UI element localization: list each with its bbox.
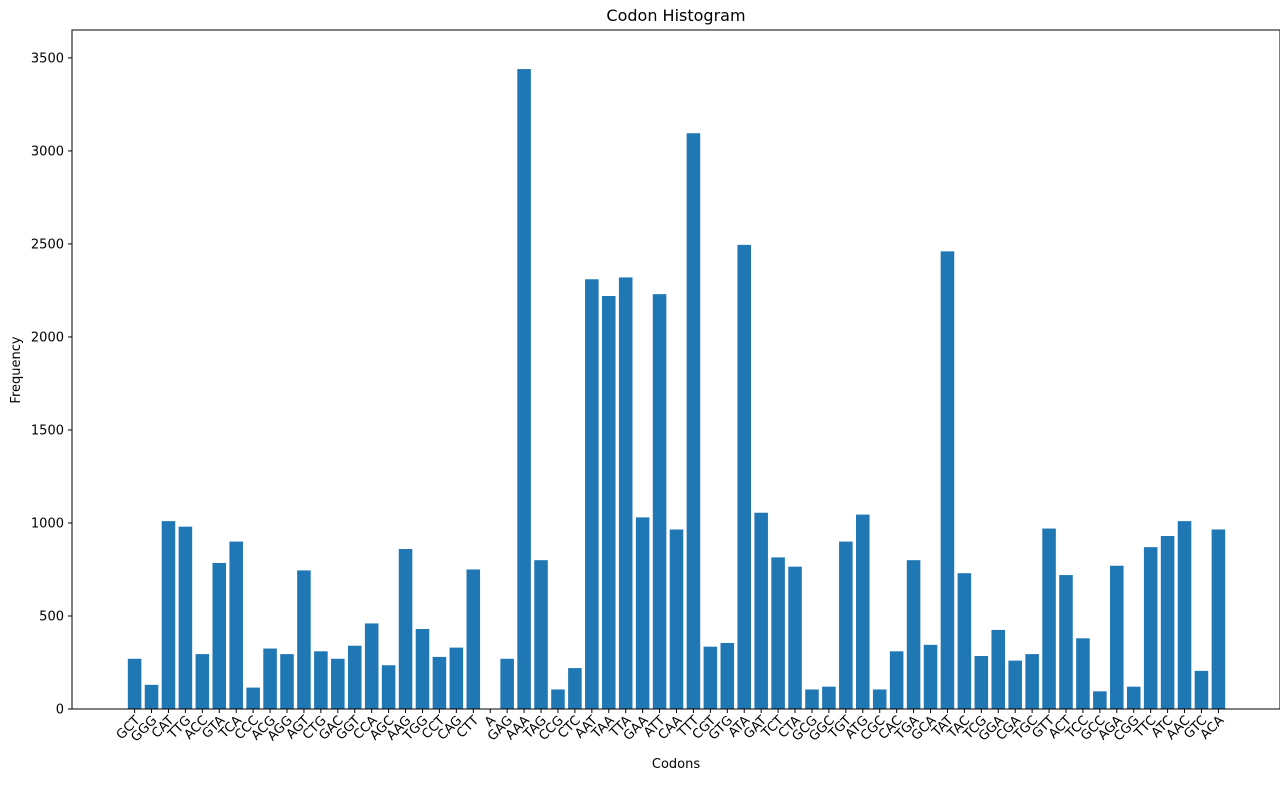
bar-gca xyxy=(924,645,938,709)
bar-gta xyxy=(212,563,226,709)
y-tick-label: 2500 xyxy=(31,237,64,252)
bar-cat xyxy=(162,521,176,709)
bar-atg xyxy=(856,515,870,709)
bar-ttc xyxy=(1144,547,1158,709)
bar-gac xyxy=(331,659,345,709)
bar-att xyxy=(653,294,667,709)
bar-act xyxy=(1059,575,1073,709)
bar-ggc xyxy=(822,687,836,709)
bar-ggg xyxy=(145,685,159,709)
y-tick-label: 1000 xyxy=(31,516,64,531)
bar-cac xyxy=(890,651,904,709)
bar-tgg xyxy=(416,629,430,709)
bar-tcg xyxy=(975,656,989,709)
x-axis-label: Codons xyxy=(652,757,700,772)
bar-gcc xyxy=(1093,691,1107,709)
bar-agt xyxy=(297,570,311,709)
y-tick-label: 2000 xyxy=(31,330,64,345)
bar-gcg xyxy=(805,689,819,709)
bar-ttt xyxy=(687,133,701,709)
bar-ccc xyxy=(246,688,260,709)
bar-aca xyxy=(1212,529,1226,709)
chart-title: Codon Histogram xyxy=(606,6,745,25)
bar-gtg xyxy=(721,643,735,709)
bar-ctg xyxy=(314,651,328,709)
bar-acc xyxy=(196,654,210,709)
x-axis-ticks: GCTGGGCATTTGACCGTATCACCCACGAGGAGTCTGGACG… xyxy=(114,709,1228,745)
bar-tta xyxy=(619,277,633,709)
bar-tac xyxy=(958,573,972,709)
bars-group xyxy=(128,69,1225,709)
bar-aat xyxy=(585,279,599,709)
bar-gtt xyxy=(1042,529,1056,709)
bar-tgt xyxy=(839,542,853,709)
bar-acg xyxy=(263,649,277,709)
y-tick-label: 0 xyxy=(56,703,64,718)
bar-tag xyxy=(534,560,548,709)
bar-ata xyxy=(737,245,751,709)
bar-gtc xyxy=(1195,671,1209,709)
bar-gaa xyxy=(636,517,650,709)
bar-cgc xyxy=(873,689,887,709)
bar-aga xyxy=(1110,566,1124,709)
bar-aac xyxy=(1178,521,1192,709)
bar-ttg xyxy=(179,527,193,709)
bar-caa xyxy=(670,529,684,709)
bar-cgt xyxy=(704,647,718,709)
bar-tat xyxy=(941,251,955,709)
bar-ccg xyxy=(551,689,565,709)
y-axis-label: Frequency xyxy=(9,336,24,403)
bar-cga xyxy=(1008,661,1022,709)
bar-ctt xyxy=(467,569,481,709)
bar-aag xyxy=(399,549,413,709)
bar-tct xyxy=(771,557,785,709)
y-axis-ticks: 0 500 1000 1500 2000 2500 3000 3500 xyxy=(31,51,72,717)
bar-tca xyxy=(229,542,243,709)
bar-gat xyxy=(754,513,768,709)
y-tick-label: 500 xyxy=(39,609,64,624)
bar-tgc xyxy=(1025,654,1039,709)
bar-gag xyxy=(500,659,514,709)
bar-ctc xyxy=(568,668,582,709)
bar-tga xyxy=(907,560,921,709)
bar-cct xyxy=(433,657,447,709)
bar-agg xyxy=(280,654,294,709)
bar-cag xyxy=(450,648,464,709)
y-tick-label: 1500 xyxy=(31,423,64,438)
bar-tcc xyxy=(1076,638,1090,709)
bar-cta xyxy=(788,567,802,709)
y-tick-label: 3500 xyxy=(31,51,64,66)
bar-taa xyxy=(602,296,616,709)
bar-cgg xyxy=(1127,687,1141,709)
bar-gct xyxy=(128,659,142,709)
bar-gga xyxy=(991,630,1005,709)
bar-agc xyxy=(382,665,396,709)
bar-ggt xyxy=(348,646,362,709)
bar-aaa xyxy=(517,69,531,709)
bar-atc xyxy=(1161,536,1175,709)
bar-cca xyxy=(365,623,379,709)
y-tick-label: 3000 xyxy=(31,144,64,159)
